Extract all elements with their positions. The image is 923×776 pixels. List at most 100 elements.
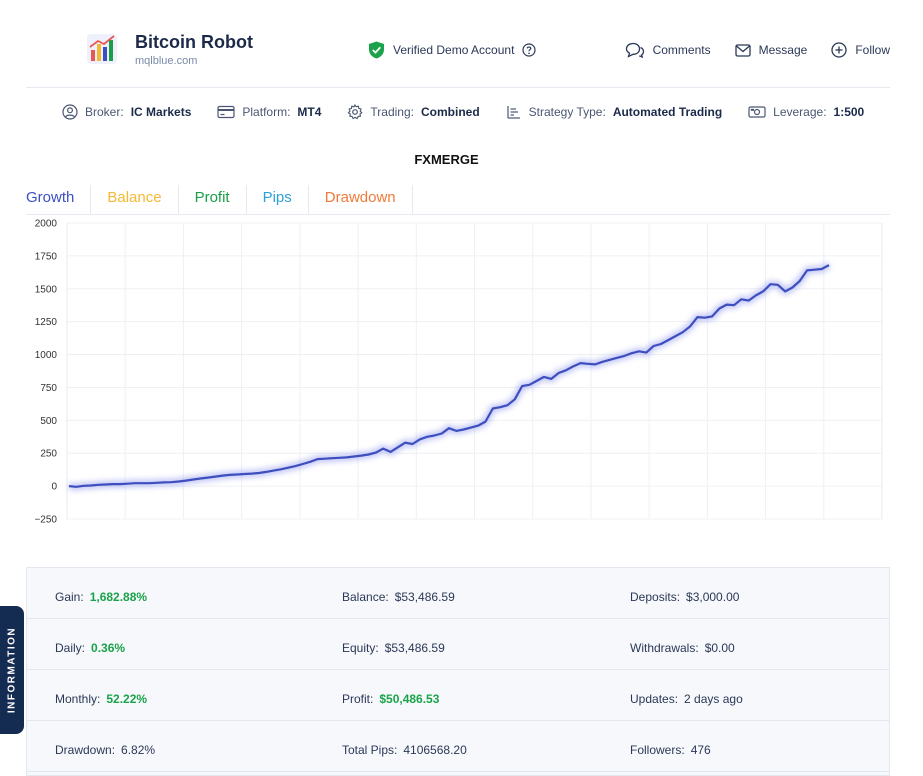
platform-info: Platform: MT4 — [217, 105, 321, 119]
info-value: 0.36% — [91, 641, 126, 655]
broker-info: Broker: IC Markets — [62, 104, 191, 120]
information-side-label: INFORMATION — [6, 626, 18, 714]
info-row: Gain: 1,682.88% Balance: $53,486.59 Deposi… — [27, 568, 889, 619]
comments-label: Comments — [652, 43, 711, 57]
info-drawdown: Drawdown: 6.82% — [55, 743, 155, 757]
info-label: Gain: — [55, 590, 84, 604]
info-value: 52.22% — [106, 692, 148, 706]
message-button[interactable]: Message — [734, 42, 808, 58]
info-value: 1,682.88% — [89, 590, 148, 604]
info-row: Drawdown: 6.82% Total Pips: 4106568.20 Fol… — [27, 721, 889, 772]
card-icon — [217, 105, 235, 119]
verified-badge: Verified Demo Account — [368, 41, 537, 59]
info-value: 6.82% — [121, 743, 156, 757]
trading-label: Trading: — [370, 105, 414, 119]
info-daily: Daily: 0.36% — [55, 641, 125, 655]
info-label: Updates: — [630, 692, 679, 706]
info-profit: Profit: $50,486.53 — [342, 692, 439, 706]
info-label: Profit: — [342, 692, 374, 706]
tab-balance[interactable]: Balance — [91, 185, 179, 214]
follow-label: Follow — [855, 43, 890, 57]
gear-icon — [347, 104, 364, 120]
info-label: Followers: — [630, 743, 685, 757]
plus-circle-icon — [831, 42, 847, 58]
info-deposits: Deposits: $3,000.00 — [630, 590, 739, 604]
info-gain: Gain: 1,682.88% — [55, 590, 147, 604]
info-updates: Updates: 2 days ago — [630, 692, 743, 706]
follow-button[interactable]: Follow — [831, 42, 890, 58]
tab-drawdown[interactable]: Drawdown — [309, 185, 413, 214]
info-value: $50,486.53 — [379, 692, 440, 706]
info-followers: Followers: 476 — [630, 743, 711, 757]
strategy-info: Strategy Type: Automated Trading — [506, 104, 723, 120]
y-tick-label: 0 — [51, 482, 57, 493]
platform-value: MT4 — [297, 105, 322, 119]
broker-label: Broker: — [85, 105, 124, 119]
y-tick-label: 1000 — [35, 350, 58, 361]
info-value: 476 — [690, 743, 711, 757]
information-panel: Gain: 1,682.88% Balance: $53,486.59 Deposi… — [26, 567, 890, 776]
info-value: 4106568.20 — [403, 743, 467, 757]
strategy-label: Strategy Type: — [528, 105, 606, 119]
tab-profit[interactable]: Profit — [179, 185, 247, 214]
info-row: Daily: 0.36% Equity: $53,486.59 Withdrawal… — [27, 619, 889, 670]
info-equity: Equity: $53,486.59 — [342, 641, 445, 655]
y-tick-label: 250 — [40, 449, 57, 460]
y-tick-label: 1500 — [35, 284, 58, 295]
tab-pips[interactable]: Pips — [247, 185, 309, 214]
info-label: Drawdown: — [55, 743, 116, 757]
info-withdrawals: Withdrawals: $0.00 — [630, 641, 735, 655]
info-label: Monthly: — [55, 692, 101, 706]
list-icon — [507, 106, 520, 119]
series-line — [68, 264, 830, 488]
leverage-info: Leverage: 1:500 — [748, 105, 864, 119]
platform-label: Platform: — [242, 105, 291, 119]
strategy-value: Automated Trading — [612, 105, 723, 119]
bar-chart-logo-icon — [87, 34, 117, 64]
info-label: Equity: — [342, 641, 379, 655]
info-label: Daily: — [55, 641, 86, 655]
trading-info: Trading: Combined — [347, 104, 480, 120]
y-tick-label: 750 — [40, 383, 57, 394]
help-icon[interactable] — [522, 43, 537, 57]
trading-value: Combined — [420, 105, 480, 119]
comments-icon — [625, 42, 644, 58]
shield-check-icon — [369, 41, 384, 59]
account-header: Bitcoin Robot mqlblue.com Verified Demo … — [26, 0, 890, 88]
information-side-tab[interactable]: INFORMATION — [0, 606, 24, 734]
user-circle-icon — [62, 104, 78, 120]
info-total-pips: Total Pips: 4106568.20 — [342, 743, 467, 757]
broker-value: IC Markets — [130, 105, 192, 119]
verified-label: Verified Demo Account — [393, 43, 515, 57]
info-value: $53,486.59 — [394, 590, 455, 604]
message-label: Message — [758, 43, 808, 57]
info-label: Withdrawals: — [630, 641, 699, 655]
chart-tabs: Growth Balance Profit Pips Drawdown — [26, 185, 890, 215]
info-label: Deposits: — [630, 590, 681, 604]
leverage-label: Leverage: — [773, 105, 827, 119]
y-tick-label: 2000 — [35, 219, 58, 230]
leverage-value: 1:500 — [833, 105, 865, 119]
y-tick-label: −250 — [34, 515, 57, 526]
info-label: Balance: — [342, 590, 389, 604]
info-value: $0.00 — [704, 641, 735, 655]
info-balance: Balance: $53,486.59 — [342, 590, 455, 604]
y-tick-label: 1750 — [35, 251, 58, 262]
info-value: 2 days ago — [684, 692, 743, 706]
money-icon — [748, 106, 766, 118]
account-title: Bitcoin Robot — [135, 32, 253, 52]
info-monthly: Monthly: 52.22% — [55, 692, 147, 706]
envelope-icon — [734, 43, 751, 57]
info-value: $53,486.59 — [384, 641, 445, 655]
comments-button[interactable]: Comments — [625, 42, 711, 58]
tab-growth[interactable]: Growth — [26, 185, 92, 214]
account-info-bar: Broker: IC Markets Platform: MT4 Trading… — [62, 104, 864, 120]
info-row: Monthly: 52.22% Profit: $50,486.53 Updates… — [27, 670, 889, 721]
y-tick-label: 1250 — [35, 317, 58, 328]
chart-heading: FXMERGE — [414, 152, 479, 167]
growth-chart: −250 0 250 500 750 1000 1250 1500 1750 2000 — [34, 219, 883, 526]
y-tick-label: 500 — [40, 416, 57, 427]
account-domain[interactable]: mqlblue.com — [135, 55, 198, 67]
info-label: Total Pips: — [342, 743, 398, 757]
info-value: $3,000.00 — [686, 590, 740, 604]
